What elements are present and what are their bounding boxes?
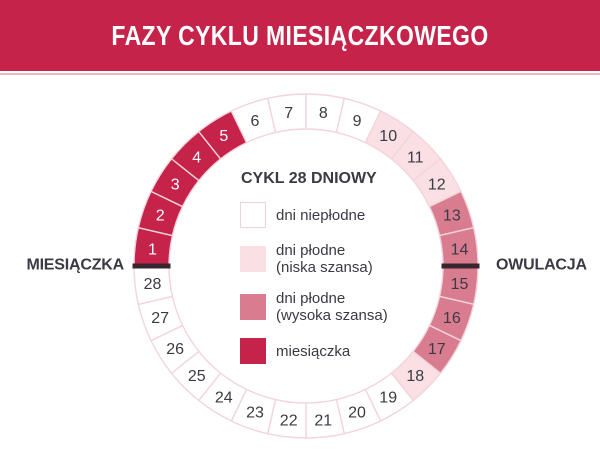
- header-banner: FAZY CYKLU MIESIĄCZKOWEGO: [0, 0, 600, 71]
- day-number-9: 9: [353, 113, 362, 130]
- day-number-25: 25: [188, 368, 206, 385]
- day-number-28: 28: [144, 276, 162, 293]
- day-number-11: 11: [407, 150, 424, 167]
- day-number-13: 13: [443, 208, 461, 225]
- day-number-17: 17: [428, 341, 446, 358]
- day-number-20: 20: [348, 405, 366, 422]
- day-number-18: 18: [406, 368, 424, 385]
- legend-label-line: dni płodne: [276, 290, 346, 307]
- header-divider-line: [0, 73, 600, 75]
- legend-label-line: miesiączka: [276, 342, 351, 360]
- day-number-14: 14: [451, 241, 469, 258]
- legend-item-label: dni płodne (niska szansa): [276, 242, 373, 276]
- legend-item-fertile-low: dni płodne (niska szansa): [240, 242, 390, 276]
- page-title: FAZY CYKLU MIESIĄCZKOWEGO: [111, 19, 489, 51]
- day-number-19: 19: [379, 390, 397, 407]
- day-number-26: 26: [166, 341, 184, 358]
- day-number-4: 4: [192, 150, 201, 167]
- ovulation-label: OWULACJA: [496, 256, 587, 274]
- day-number-2: 2: [156, 208, 165, 225]
- legend-item-fertile-high: dni płodne (wysoka szansa): [240, 290, 390, 324]
- day-number-22: 22: [280, 412, 298, 429]
- menstruation-days-swatch: [240, 338, 266, 364]
- day-number-16: 16: [443, 310, 461, 327]
- infertile-days-swatch: [240, 202, 266, 228]
- day-number-6: 6: [251, 113, 260, 130]
- legend-item-infertile: dni niepłodne: [240, 202, 390, 228]
- legend-label-line: dni płodne: [276, 242, 346, 259]
- day-number-3: 3: [171, 177, 180, 194]
- day-number-8: 8: [319, 105, 328, 122]
- legend-item-label: miesiączka: [276, 343, 350, 360]
- day-number-23: 23: [246, 405, 264, 422]
- day-number-7: 7: [284, 105, 293, 122]
- day-number-21: 21: [314, 412, 332, 429]
- day-number-12: 12: [428, 177, 446, 194]
- day-number-27: 27: [151, 310, 169, 327]
- legend-label-line: dni niepłodne: [276, 206, 366, 224]
- day-number-10: 10: [379, 128, 397, 145]
- legend-item-label: dni płodne (wysoka szansa): [276, 290, 388, 324]
- day-number-24: 24: [215, 390, 233, 407]
- legend-item-label: dni niepłodne: [276, 207, 365, 224]
- fertile-high-days-swatch: [240, 294, 266, 320]
- day-number-15: 15: [451, 276, 469, 293]
- day-number-5: 5: [219, 128, 228, 145]
- legend-label-line: (niska szansa): [276, 259, 373, 276]
- legend-title: CYKL 28 DNIOWY: [241, 170, 377, 187]
- legend: CYKL 28 DNIOWY dni niepłodne dni płodne …: [240, 170, 390, 378]
- day-number-1: 1: [148, 241, 157, 258]
- legend-label-line: (wysoka szansa): [276, 307, 388, 324]
- fertile-low-days-swatch: [240, 246, 266, 272]
- legend-item-menstruation: miesiączka: [240, 338, 390, 364]
- menstruation-label: MIESIĄCZKA: [26, 256, 124, 274]
- header-divider-gap: [0, 71, 600, 73]
